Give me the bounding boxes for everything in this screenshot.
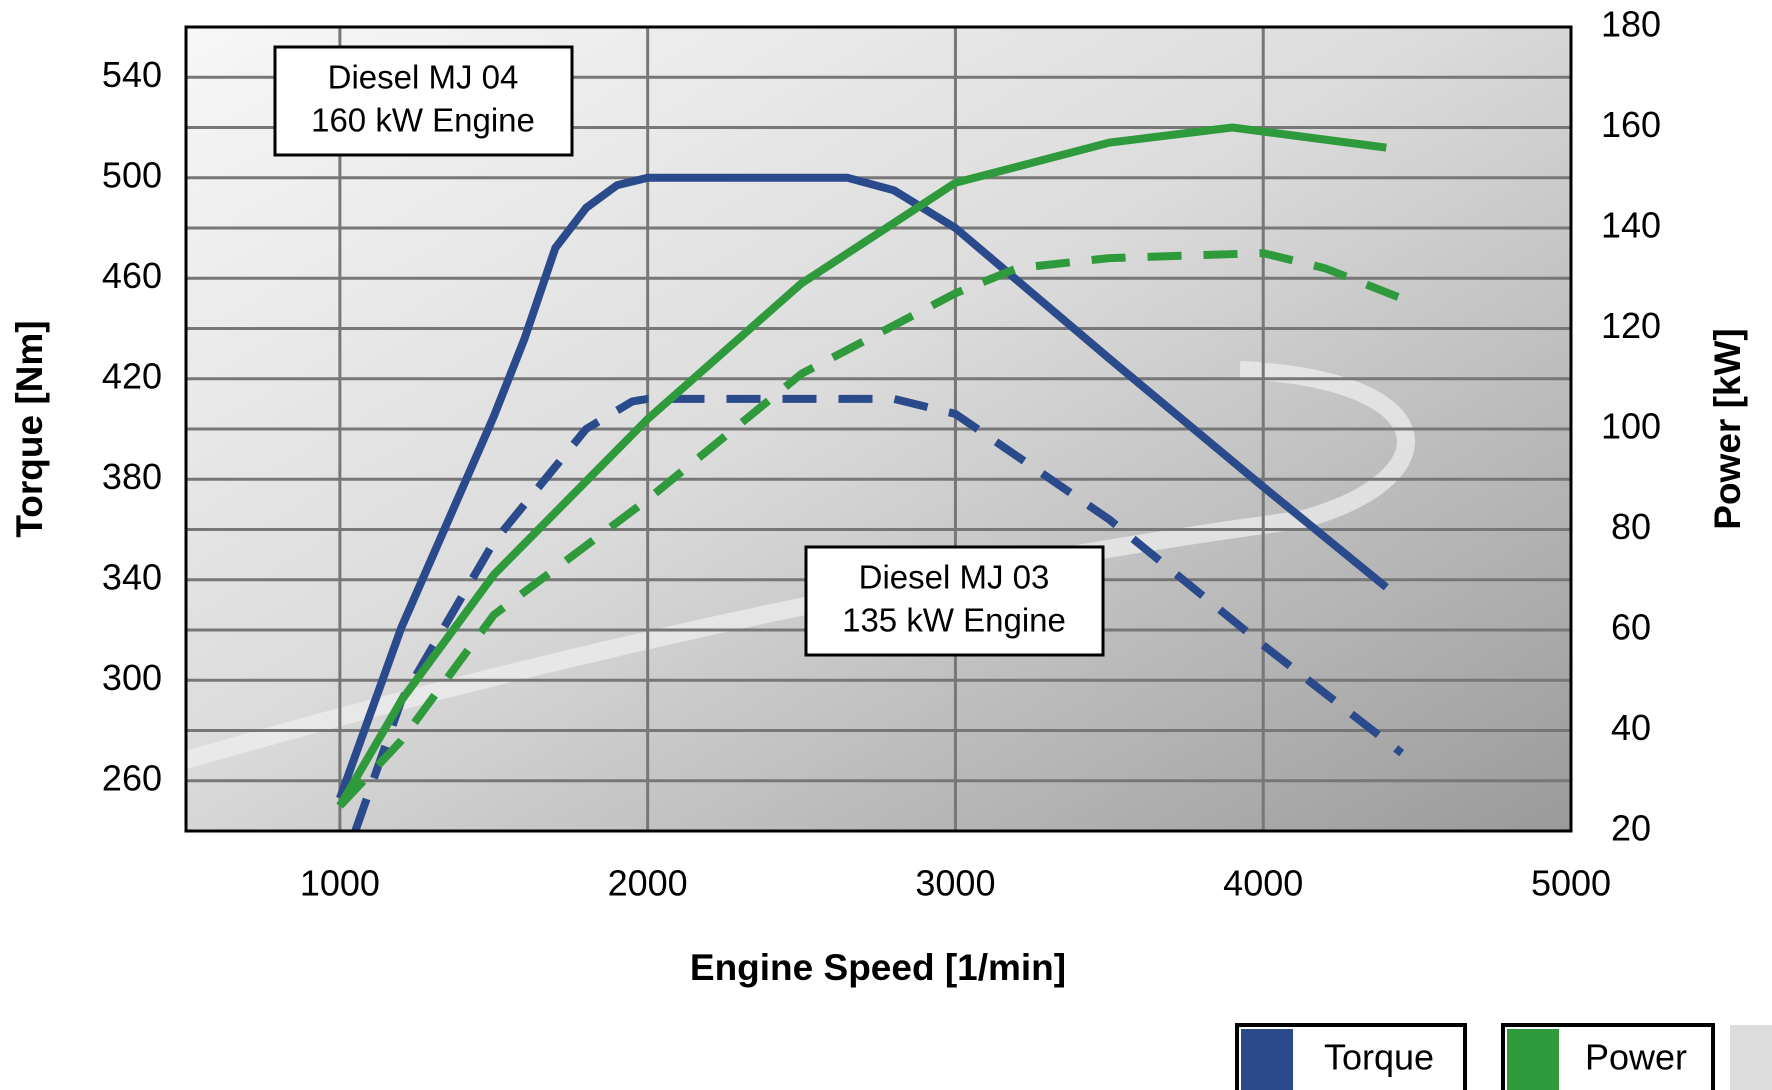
legend: Torque Power — [1235, 1023, 1715, 1090]
legend-decoration — [1730, 1025, 1772, 1090]
y2-tick-label: 160 — [1601, 104, 1661, 145]
x-tick-label: 3000 — [915, 863, 995, 904]
y-tick-label: 380 — [102, 456, 162, 497]
y-tick-label: 300 — [102, 657, 162, 698]
y-axis-title: Torque [Nm] — [9, 320, 50, 537]
y2-tick-label: 140 — [1601, 205, 1661, 246]
y-tick-label: 500 — [102, 154, 162, 195]
y2-axis-title: Power [kW] — [1707, 328, 1748, 529]
y2-tick-label: 40 — [1611, 707, 1651, 748]
x-tick-label: 4000 — [1223, 863, 1303, 904]
series-line — [336, 123, 1387, 808]
y2-tick-label: 20 — [1611, 808, 1651, 849]
y-tick-label: 260 — [102, 757, 162, 798]
y-tick-label: 540 — [102, 54, 162, 95]
y2-tick-label: 60 — [1611, 607, 1651, 648]
annotation-box — [273, 45, 574, 157]
series-line — [351, 394, 1405, 831]
legend-label: Power — [1585, 1037, 1687, 1078]
x-axis-title: Engine Speed [1/min] — [690, 947, 1066, 988]
x-tick-label: 1000 — [300, 863, 380, 904]
annotation: 160 kW Engine — [311, 102, 535, 139]
plot-frame — [184, 25, 1573, 833]
y2-tick-label: 120 — [1601, 305, 1661, 346]
y-tick-label: 460 — [102, 255, 162, 296]
lines — [336, 123, 1405, 831]
legend-swatch — [1241, 1029, 1293, 1090]
annotation: Diesel MJ 04 — [328, 59, 519, 96]
y2-tick-label: 100 — [1601, 406, 1661, 447]
annotation: 135 kW Engine — [842, 602, 1066, 639]
x-tick-label: 5000 — [1531, 863, 1611, 904]
y2-tick-label: 180 — [1601, 4, 1661, 45]
y-tick-label: 420 — [102, 355, 162, 396]
x-tick-label: 2000 — [608, 863, 688, 904]
legend-swatch — [1507, 1029, 1559, 1090]
legend-label: Torque — [1324, 1037, 1434, 1078]
series-line — [336, 249, 1404, 809]
annotation-box — [804, 545, 1105, 657]
y-tick-label: 340 — [102, 556, 162, 597]
annotation: Diesel MJ 03 — [859, 559, 1050, 596]
road-decoration — [186, 361, 1415, 769]
series-line — [336, 173, 1389, 800]
y2-tick-label: 80 — [1611, 506, 1651, 547]
